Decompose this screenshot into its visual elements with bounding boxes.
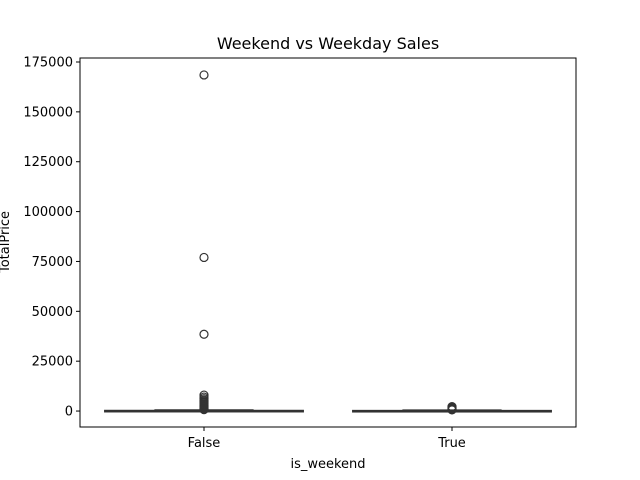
y-tick-label: 75000 (32, 255, 73, 270)
outlier-point (199, 405, 209, 415)
outlier-point (199, 70, 209, 80)
y-tick-label: 25000 (32, 355, 73, 370)
box-false (104, 70, 304, 415)
y-tick-label: 125000 (23, 155, 73, 170)
plot-area (104, 70, 552, 415)
y-tick-label: 175000 (23, 55, 73, 70)
chart-title: Weekend vs Weekday Sales (217, 34, 439, 53)
y-axis-label: TotalPrice (0, 211, 13, 274)
x-axis: False True (188, 427, 466, 451)
outlier-point (199, 329, 209, 339)
x-tick-label: False (188, 436, 221, 451)
y-tick-label: 50000 (32, 305, 73, 320)
y-tick-label: 0 (65, 405, 73, 420)
plot-frame (79, 57, 577, 428)
outlier-point (199, 252, 209, 263)
x-tick-label: True (437, 436, 466, 451)
y-tick-label: 100000 (23, 205, 73, 220)
outlier-point (447, 405, 457, 415)
x-axis-label: is_weekend (290, 457, 365, 472)
y-axis: 0 25000 50000 75000 100000 125000 150000 175000 (23, 55, 80, 420)
y-tick-label: 150000 (23, 105, 73, 120)
box-true (352, 402, 552, 415)
